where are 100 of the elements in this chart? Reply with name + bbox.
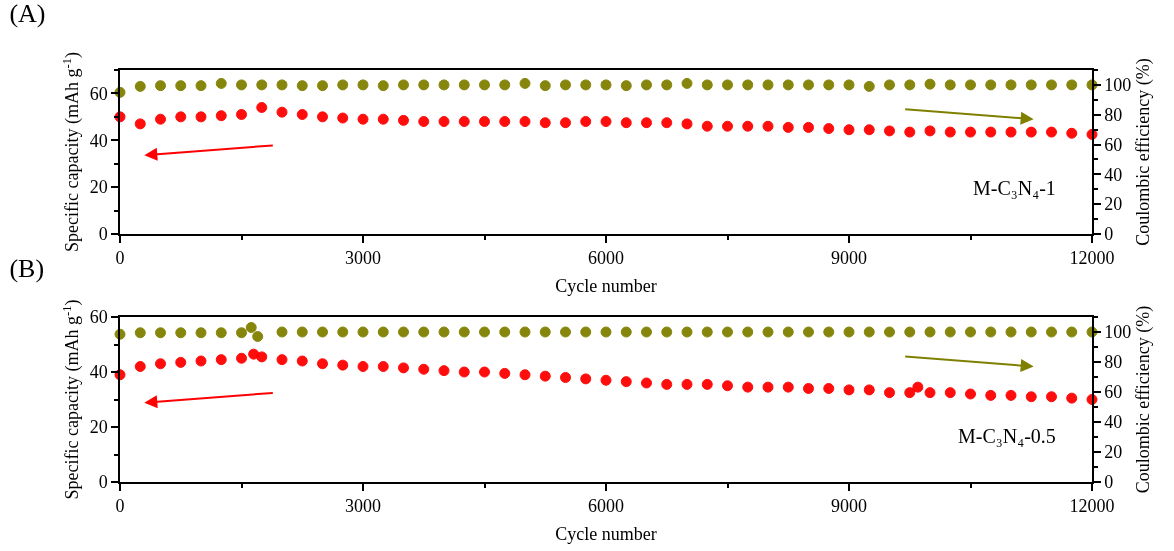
- point: [884, 125, 895, 137]
- point: [458, 116, 470, 128]
- point: [904, 387, 916, 399]
- point: [742, 381, 754, 393]
- point: [296, 80, 308, 92]
- point: [398, 79, 409, 91]
- point: [580, 326, 592, 338]
- point: [863, 80, 875, 92]
- y-tick-label: 60: [89, 307, 108, 328]
- y2-tick-label: 40: [1104, 164, 1123, 185]
- point: [539, 117, 551, 129]
- point: [195, 355, 207, 367]
- y2-tick-label: 0: [1104, 224, 1114, 245]
- point: [722, 380, 733, 392]
- point: [843, 124, 855, 136]
- point: [337, 359, 349, 371]
- point: [924, 125, 936, 137]
- x-tick-label: 9000: [831, 496, 867, 517]
- point: [134, 327, 146, 339]
- point: [276, 326, 288, 338]
- y2-tick-label: 100: [1104, 75, 1132, 96]
- point: [499, 116, 511, 128]
- point: [256, 101, 268, 113]
- point: [337, 326, 349, 338]
- point: [236, 352, 247, 364]
- point: [438, 116, 450, 128]
- point: [1046, 326, 1057, 338]
- point: [1046, 391, 1057, 403]
- point: [722, 79, 733, 91]
- point: [1025, 391, 1037, 403]
- point: [1046, 126, 1057, 138]
- point: [782, 79, 794, 91]
- point: [398, 362, 409, 374]
- point: [944, 79, 956, 91]
- point: [641, 117, 652, 129]
- point: [195, 327, 207, 339]
- point: [661, 79, 673, 91]
- y2-tick-label: 20: [1104, 442, 1123, 463]
- y2-tick-label: 40: [1104, 412, 1123, 433]
- point: [519, 116, 531, 128]
- point: [782, 121, 794, 133]
- point: [317, 80, 328, 92]
- point: [620, 80, 632, 92]
- point: [337, 79, 349, 91]
- y-tick-label: 60: [89, 83, 108, 104]
- point: [479, 79, 490, 91]
- point: [681, 77, 693, 89]
- point: [600, 116, 612, 128]
- point: [296, 109, 308, 121]
- point: [863, 124, 875, 136]
- point: [560, 372, 571, 383]
- point: [863, 384, 875, 396]
- point: [965, 126, 976, 138]
- point: [499, 79, 511, 91]
- point: [215, 77, 227, 89]
- point: [803, 79, 814, 91]
- point: [620, 376, 632, 388]
- point: [904, 79, 916, 91]
- point: [357, 326, 369, 338]
- point: [195, 80, 207, 92]
- point: [519, 77, 531, 89]
- x-tick-label: 6000: [588, 496, 624, 517]
- point: [1025, 326, 1037, 338]
- point: [681, 378, 693, 390]
- point: [236, 109, 247, 121]
- point: [762, 79, 774, 91]
- point: [1025, 79, 1037, 91]
- point: [155, 358, 166, 370]
- point: [742, 120, 754, 132]
- x-axis-title: Cycle number: [555, 275, 657, 296]
- point: [155, 113, 166, 125]
- point: [398, 326, 409, 338]
- y2-tick-label: 60: [1104, 134, 1123, 155]
- y-tick-label: 40: [89, 130, 108, 151]
- point: [438, 79, 450, 91]
- point: [661, 326, 673, 338]
- point: [803, 383, 814, 394]
- point: [965, 79, 976, 91]
- point: [884, 326, 895, 338]
- point: [1005, 389, 1017, 401]
- x-axis-title: Cycle number: [555, 523, 657, 544]
- point: [1066, 326, 1078, 338]
- point: [1025, 126, 1037, 138]
- point: [641, 79, 652, 91]
- point: [641, 377, 652, 389]
- point: [539, 370, 551, 382]
- point: [195, 111, 207, 123]
- point: [317, 326, 328, 338]
- point: [1005, 79, 1017, 91]
- point: [539, 80, 551, 92]
- point: [762, 326, 774, 338]
- point: [985, 326, 997, 338]
- point: [985, 389, 997, 401]
- point: [418, 326, 430, 338]
- point: [843, 326, 855, 338]
- point: [539, 326, 551, 338]
- point: [823, 326, 835, 338]
- y2-tick-label: 80: [1104, 105, 1123, 126]
- point: [175, 327, 187, 339]
- point: [661, 117, 673, 129]
